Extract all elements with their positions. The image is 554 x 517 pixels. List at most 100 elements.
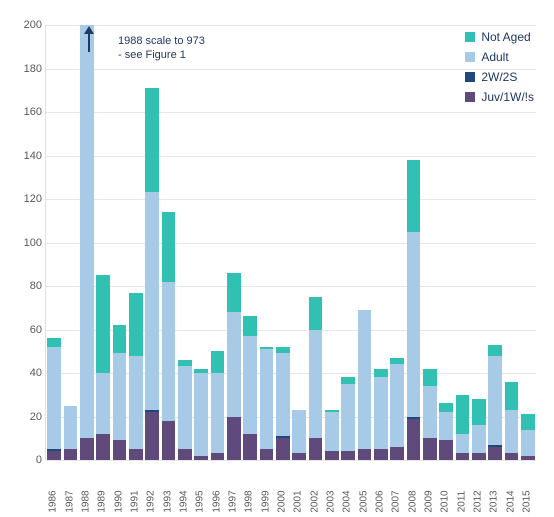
bar-segment — [325, 410, 339, 412]
bar-segment — [358, 449, 372, 460]
x-tick-label: 1986 — [48, 487, 59, 517]
x-tick-label: 2011 — [456, 487, 467, 517]
x-tick-label: 1996 — [211, 487, 222, 517]
bar-segment — [325, 412, 339, 451]
bar-segment — [276, 347, 290, 354]
x-tick-label: 2010 — [440, 487, 451, 517]
bar-segment — [456, 453, 470, 460]
x-tick-label: 1991 — [129, 487, 140, 517]
chart-container: Not Aged Adult 2W/2S Juv/1W/!s 1988 scal… — [0, 0, 554, 515]
x-tick-label: 2003 — [325, 487, 336, 517]
bar-segment — [407, 417, 421, 419]
bar-segment — [47, 449, 61, 451]
bar-segment — [505, 410, 519, 454]
bar-segment — [162, 421, 176, 460]
bar-segment — [129, 293, 143, 356]
x-tick-label: 2014 — [505, 487, 516, 517]
x-tick-label: 2006 — [374, 487, 385, 517]
legend-item-adult: Adult — [465, 50, 534, 64]
bar-segment — [129, 449, 143, 460]
legend-swatch — [465, 92, 475, 102]
bar-segment — [488, 356, 502, 445]
bar-segment — [521, 414, 535, 429]
bar-segment — [145, 412, 159, 460]
bar-segment — [129, 356, 143, 450]
x-tick-label: 1993 — [162, 487, 173, 517]
bar-segment — [227, 417, 241, 461]
bar-segment — [407, 232, 421, 417]
bar-segment — [439, 403, 453, 412]
bar-segment — [194, 373, 208, 456]
y-tick-label: 140 — [12, 150, 42, 162]
bar-segment — [162, 282, 176, 421]
legend-label: 2W/2S — [481, 70, 517, 84]
x-tick-label: 1998 — [244, 487, 255, 517]
bar-segment — [472, 399, 486, 425]
legend-item-2w2s: 2W/2S — [465, 70, 534, 84]
x-tick-label: 2005 — [358, 487, 369, 517]
bar-segment — [505, 453, 519, 460]
x-tick-label: 2007 — [391, 487, 402, 517]
bar-segment — [211, 351, 225, 373]
legend-item-juv: Juv/1W/!s — [465, 90, 534, 104]
bar-segment — [488, 345, 502, 356]
bar-segment — [439, 412, 453, 440]
bar-segment — [456, 395, 470, 434]
x-tick-label: 1988 — [80, 487, 91, 517]
x-tick-label: 2002 — [309, 487, 320, 517]
bar-segment — [276, 436, 290, 438]
bar-segment — [96, 275, 110, 373]
bar-segment — [243, 316, 257, 336]
bar-segment — [227, 312, 241, 416]
legend-item-not-aged: Not Aged — [465, 30, 534, 44]
legend-swatch — [465, 32, 475, 42]
y-tick-label: 200 — [12, 19, 42, 31]
bar-segment — [407, 160, 421, 232]
bar-segment — [47, 338, 61, 347]
bar-segment — [374, 377, 388, 449]
bar-segment — [423, 369, 437, 386]
legend-label: Juv/1W/!s — [481, 90, 534, 104]
bar-segment — [390, 364, 404, 447]
annotation-line1: 1988 scale to 973 — [118, 35, 205, 47]
bar-segment — [488, 447, 502, 460]
bar-segment — [113, 353, 127, 440]
y-tick-label: 40 — [12, 367, 42, 379]
bar-segment — [309, 297, 323, 330]
x-tick-label: 2001 — [293, 487, 304, 517]
bar-segment — [80, 438, 94, 460]
bar-segment — [243, 336, 257, 434]
annotation-arrow-icon — [88, 32, 90, 52]
bar-segment — [47, 451, 61, 460]
y-tick-label: 80 — [12, 280, 42, 292]
bar-segment — [243, 434, 257, 460]
legend-label: Not Aged — [481, 30, 530, 44]
x-tick-label: 2013 — [489, 487, 500, 517]
bar-segment — [472, 453, 486, 460]
bar-segment — [439, 440, 453, 460]
y-tick-label: 0 — [12, 454, 42, 466]
bar-segment — [325, 451, 339, 460]
bar-segment — [309, 330, 323, 439]
bar-segment — [145, 410, 159, 412]
x-tick-label: 1995 — [195, 487, 206, 517]
x-tick-label: 1992 — [146, 487, 157, 517]
annotation-1988: 1988 scale to 973 - see Figure 1 — [118, 34, 205, 63]
bar-segment — [423, 386, 437, 438]
y-tick-label: 100 — [12, 237, 42, 249]
bar-segment — [260, 449, 274, 460]
bar-segment — [341, 377, 355, 384]
bar-segment — [292, 453, 306, 460]
bar-segment — [309, 438, 323, 460]
x-tick-label: 2009 — [423, 487, 434, 517]
legend-swatch — [465, 52, 475, 62]
bar-segment — [358, 310, 372, 449]
x-tick-label: 1997 — [227, 487, 238, 517]
bar-segment — [390, 358, 404, 365]
bar-segment — [292, 410, 306, 454]
bar-segment — [456, 434, 470, 454]
annotation-line2: - see Figure 1 — [118, 49, 186, 61]
bar-segment — [407, 419, 421, 460]
bar-segment — [276, 438, 290, 460]
bar-segment — [390, 447, 404, 460]
